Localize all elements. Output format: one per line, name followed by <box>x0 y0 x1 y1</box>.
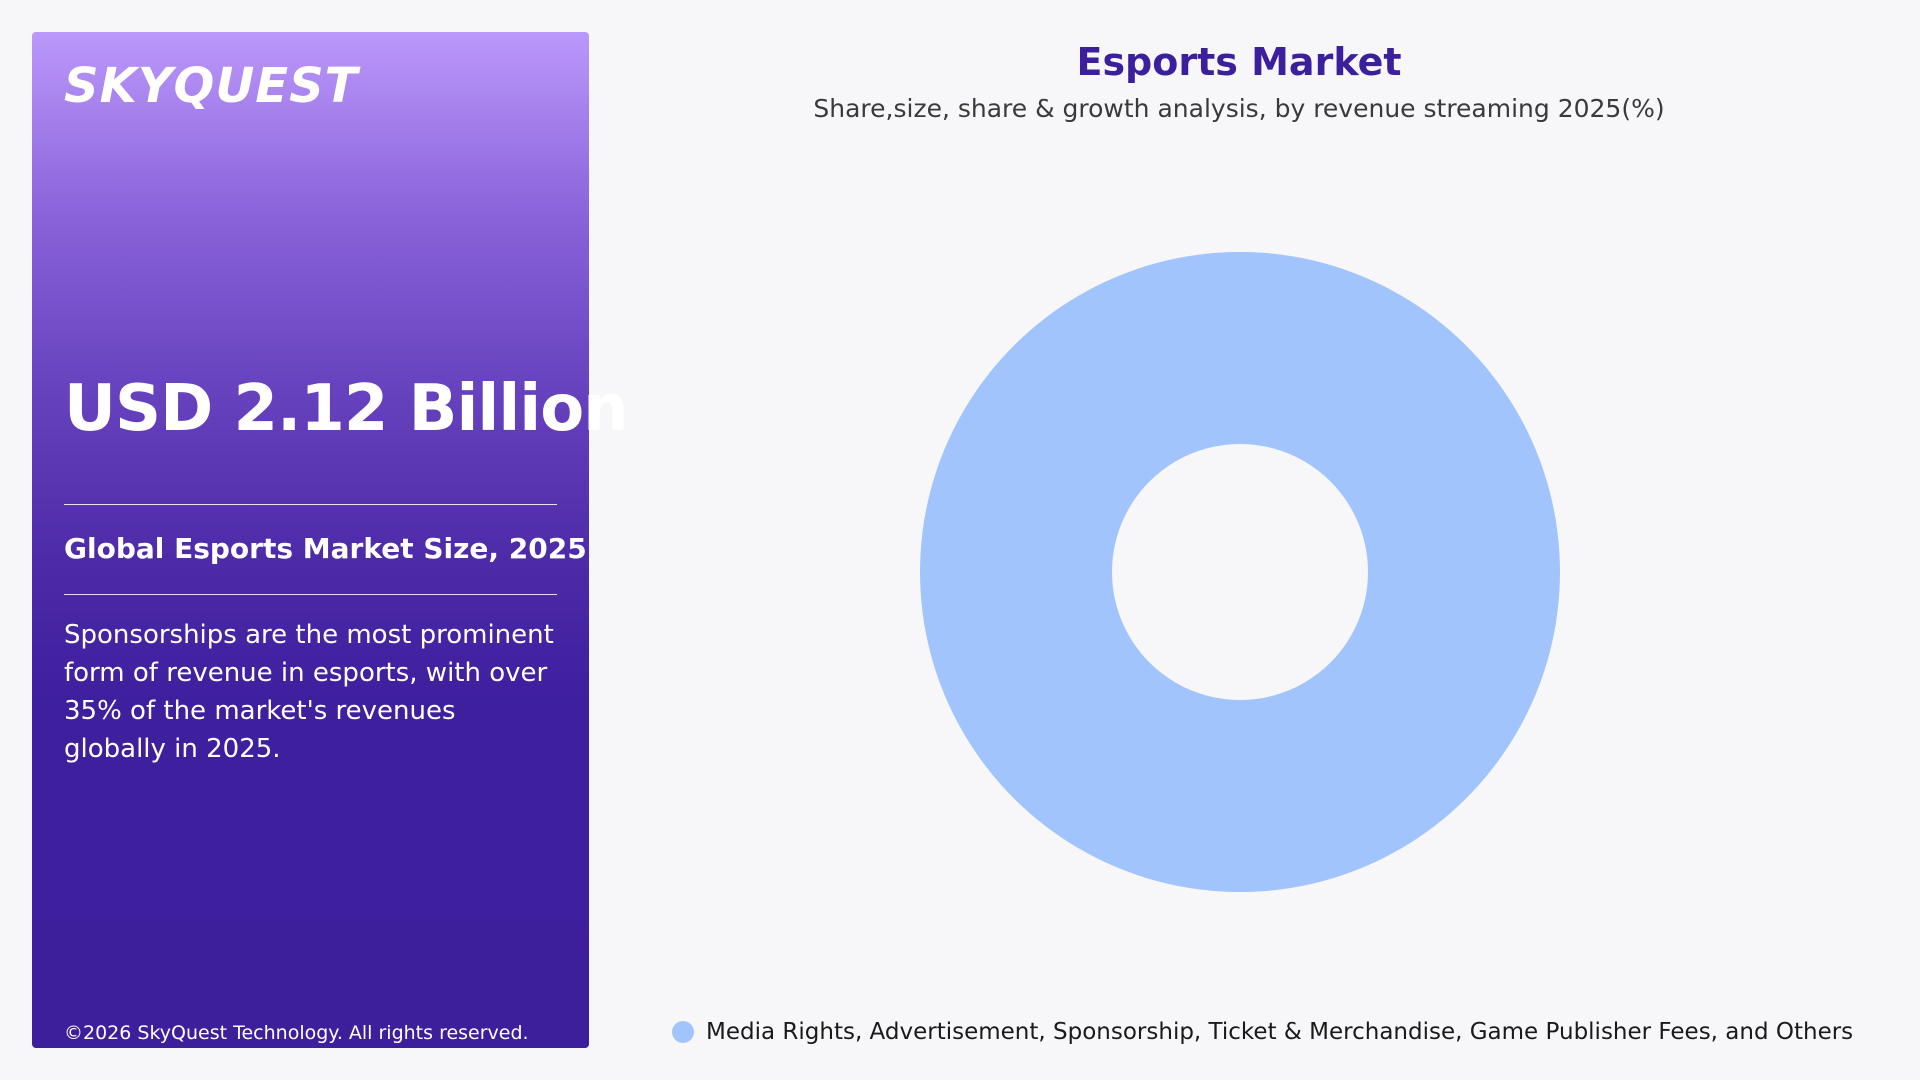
side-panel: SKYQUEST USD 2.12 Billion Global Esports… <box>32 32 629 1048</box>
legend-swatch-0 <box>672 1021 694 1043</box>
copyright-notice: ©2026 SkyQuest Technology. All rights re… <box>64 1022 529 1044</box>
donut-slice-0 <box>919 252 1560 892</box>
market-size-value: USD 2.12 Billion <box>64 372 629 446</box>
market-description: Sponsorships are the most prominent form… <box>64 620 554 764</box>
donut-chart <box>919 252 1560 892</box>
chart-title: Esports Market <box>1076 40 1402 84</box>
chart-subtitle: Share,size, share & growth analysis, by … <box>813 94 1665 123</box>
legend-label-0: Media Rights, Advertisement, Sponsorship… <box>706 1019 1854 1045</box>
divider-bottom <box>64 594 557 595</box>
divider-top <box>64 504 557 505</box>
chart-legend: Media Rights, Advertisement, Sponsorship… <box>672 1019 1853 1045</box>
market-size-label: Global Esports Market Size, 2025 <box>64 532 587 565</box>
skyquest-logo: SKYQUEST <box>64 58 359 114</box>
